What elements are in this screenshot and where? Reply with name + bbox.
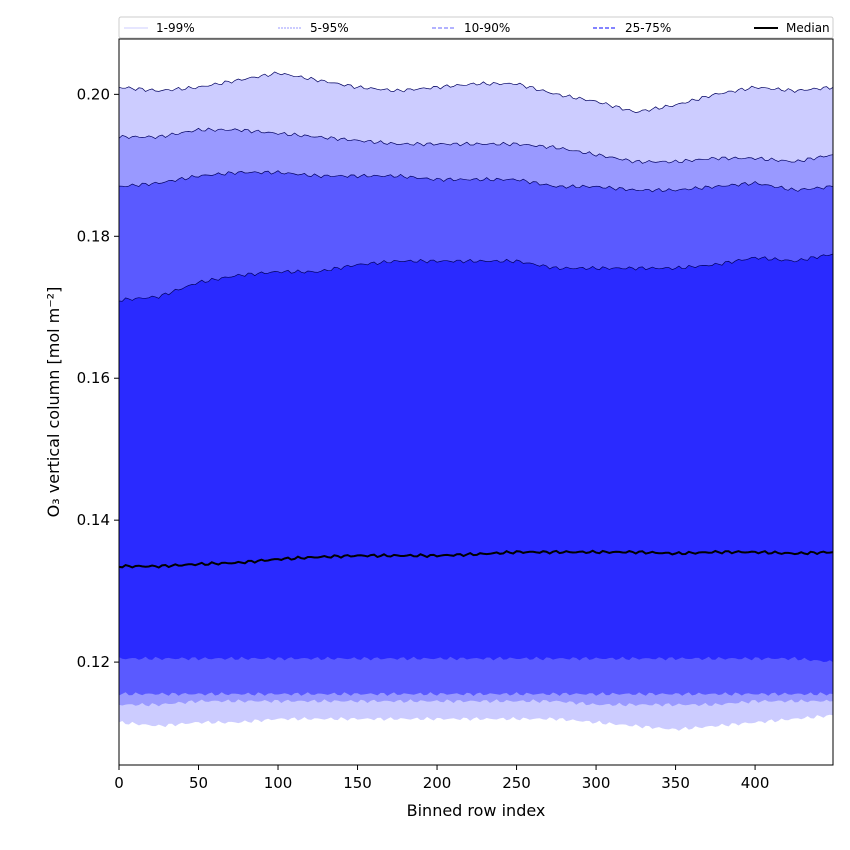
legend-label-1-99%: 1-99% xyxy=(156,21,195,35)
x-tick-label: 200 xyxy=(423,774,452,792)
x-tick-label: 350 xyxy=(661,774,690,792)
x-tick-label: 250 xyxy=(502,774,531,792)
band-25-75% xyxy=(119,254,833,663)
y-tick-label: 0.18 xyxy=(77,227,110,245)
x-tick-label: 100 xyxy=(264,774,293,792)
x-tick-label: 50 xyxy=(189,774,208,792)
x-tick-label: 300 xyxy=(582,774,611,792)
y-tick-label: 0.14 xyxy=(77,511,110,529)
x-axis-label: Binned row index xyxy=(407,801,546,820)
median-line xyxy=(118,549,834,569)
legend-label-25-75%: 25-75% xyxy=(625,21,671,35)
legend-label-Median: Median xyxy=(786,21,830,35)
median-layer xyxy=(118,549,834,569)
band-upper-edge-5-95% xyxy=(118,127,834,164)
band-upper-edge-10-90% xyxy=(118,170,834,193)
y-tick-label: 0.12 xyxy=(77,653,110,671)
band-upper-edge-1-99% xyxy=(118,71,834,113)
x-tick-label: 0 xyxy=(114,774,124,792)
x-axis-ticks: 0 50 100 150 200 250 300 350 400 xyxy=(114,765,769,792)
y-tick-label: 0.16 xyxy=(77,369,110,387)
y-axis-label: O₃ vertical column [mol m⁻²] xyxy=(44,287,63,518)
y-tick-label: 0.20 xyxy=(77,85,110,103)
legend-label-5-95%: 5-95% xyxy=(310,21,349,35)
x-tick-label: 400 xyxy=(741,774,770,792)
band-upper-edge-25-75% xyxy=(118,253,834,302)
y-axis-ticks: 0.12 0.14 0.16 0.18 0.20 xyxy=(77,85,119,671)
plot-frame xyxy=(118,38,834,766)
bands-layer xyxy=(118,71,834,731)
legend-box xyxy=(118,16,834,39)
x-tick-label: 150 xyxy=(343,774,372,792)
legend: 1-99% 5-95% 10-90% 25-75% Median xyxy=(118,16,834,39)
legend-label-10-90%: 10-90% xyxy=(464,21,510,35)
